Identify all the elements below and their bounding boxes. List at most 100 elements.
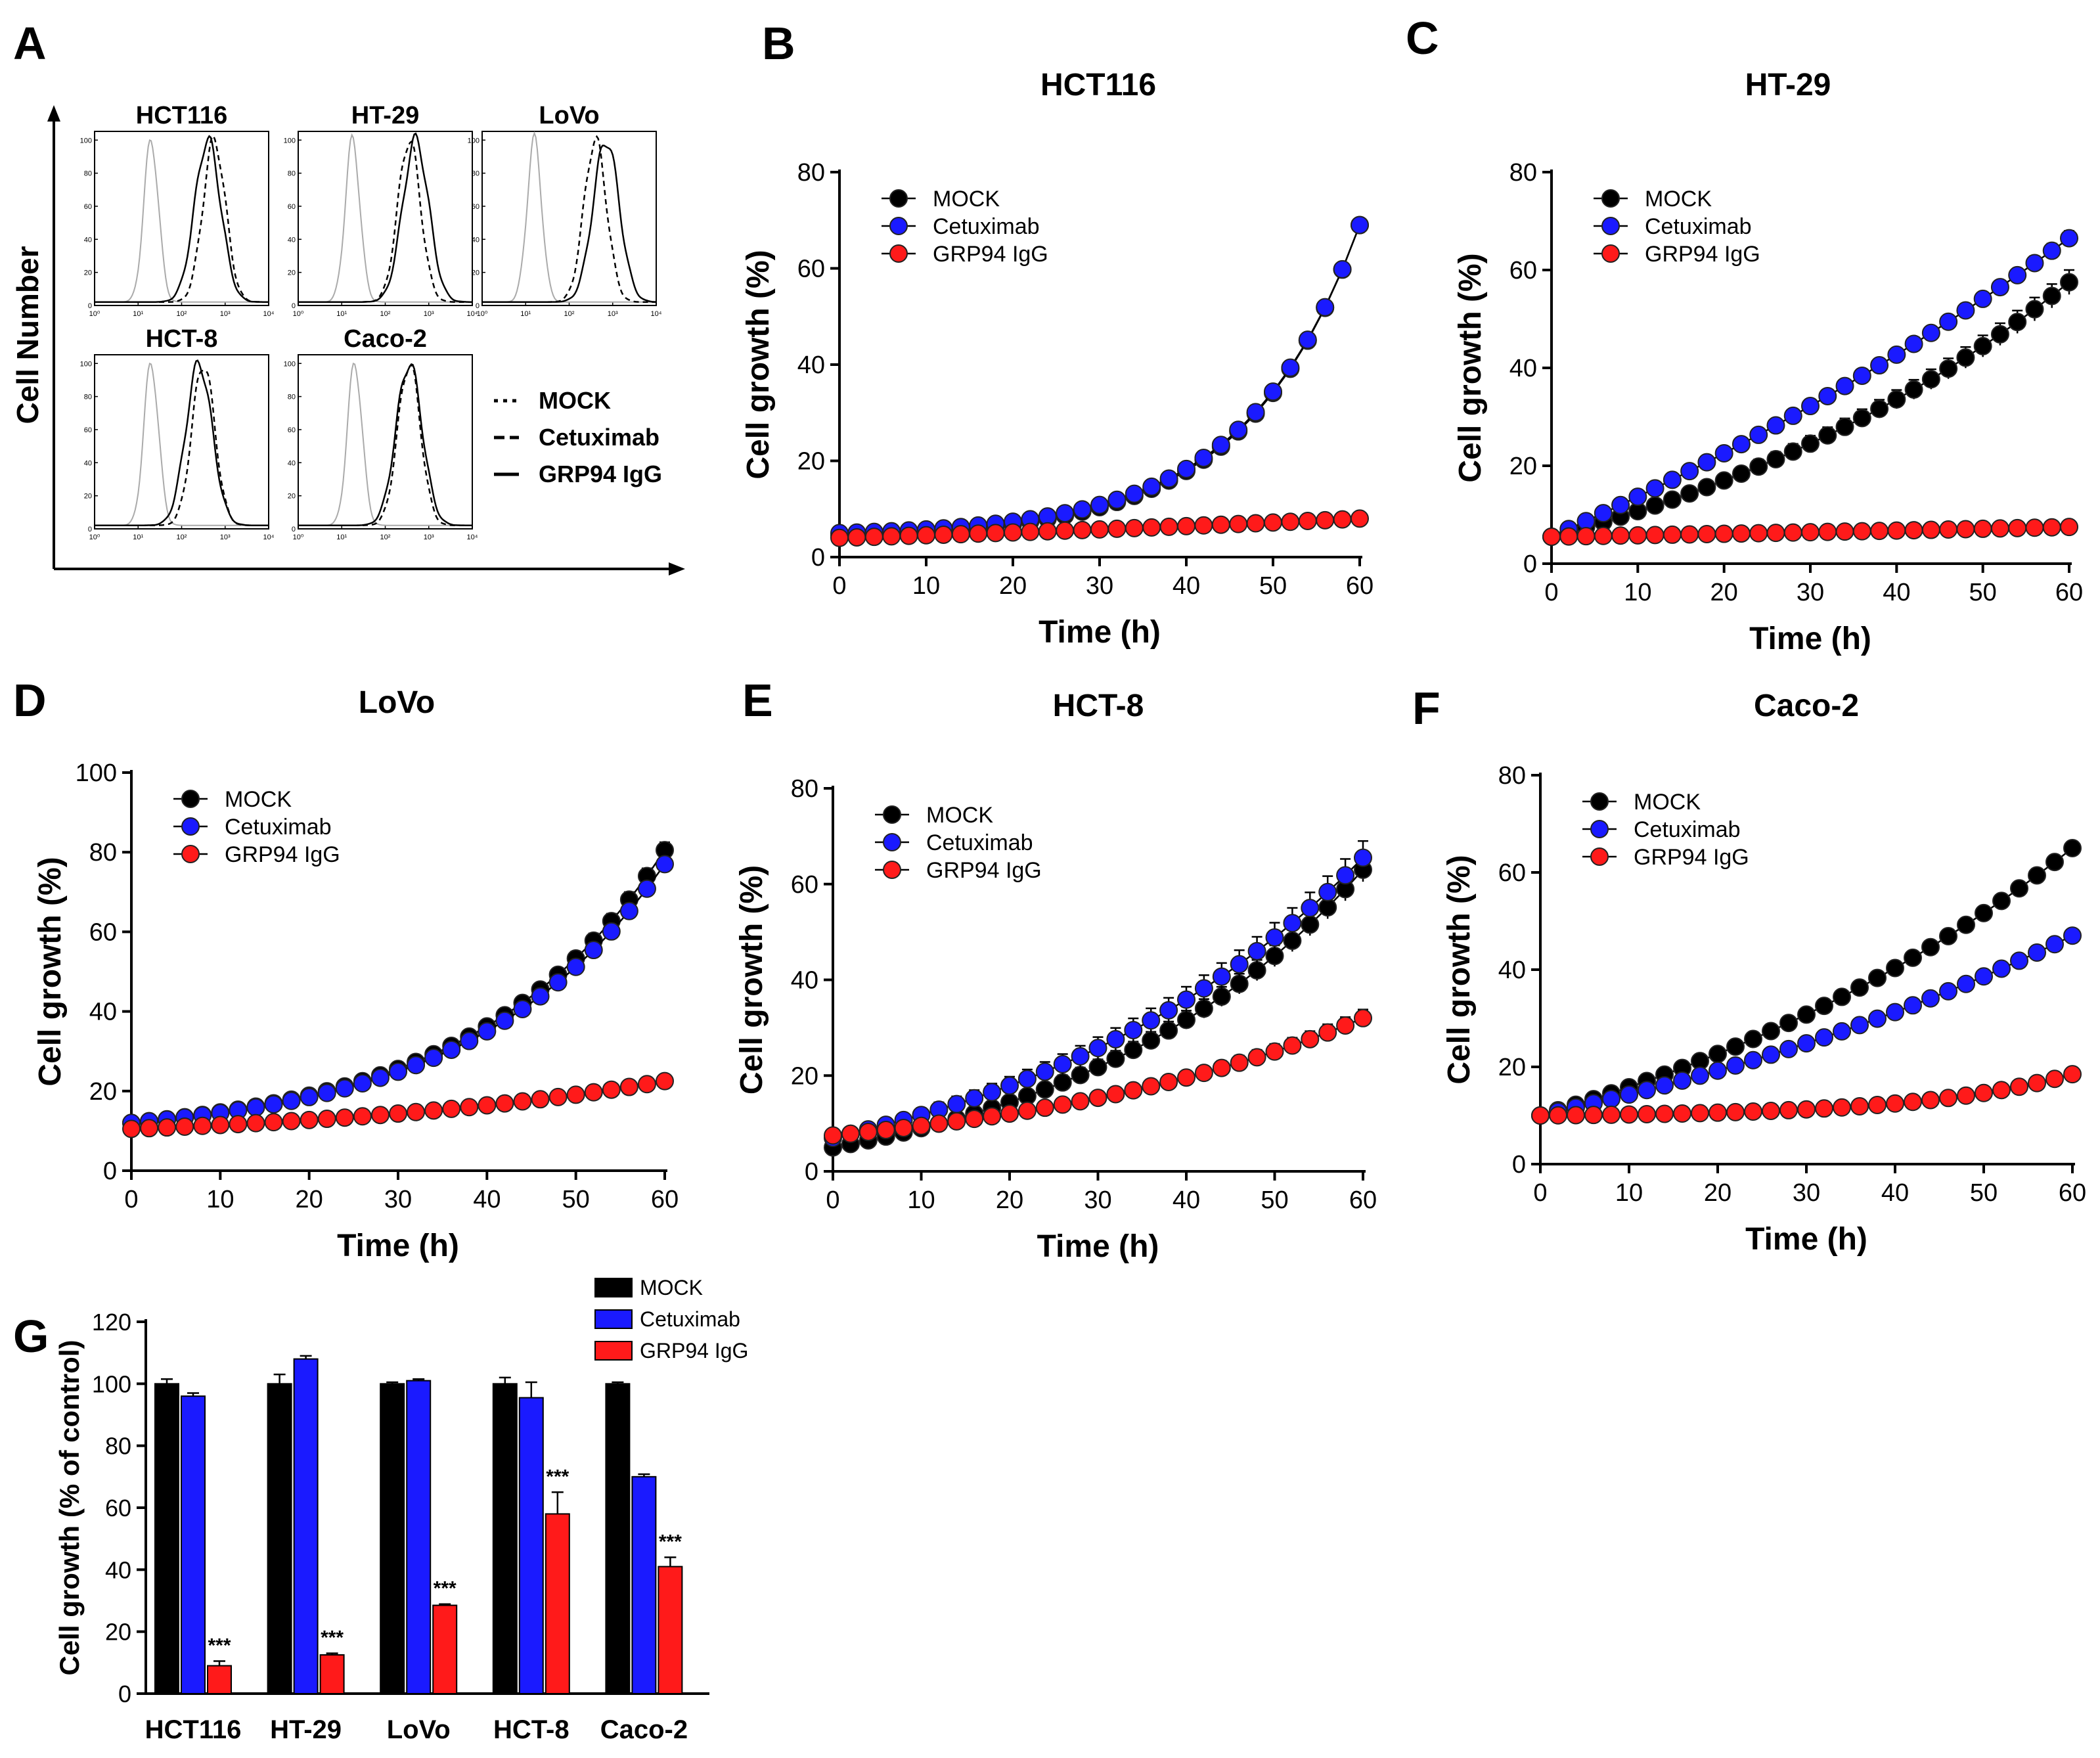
data-point [1088,1089,1107,1108]
panel-label-f: F [1412,683,1441,734]
y-tick-label: 40 [791,967,818,995]
panel-d-line-chart: LoVo 0 20 40 60 80 100 0 10 20 30 40 50 60 Time (h) Cel… [33,685,679,1263]
data-point [1594,526,1613,545]
legend-marker [1590,820,1609,838]
data-point [2063,839,2082,857]
x-tick-label: 0 [1544,579,1558,606]
data-point [1159,517,1178,536]
legend-label: MOCK [640,1276,703,1299]
x-tick-label: 60 [2055,579,2083,606]
data-point [2008,265,2027,284]
data-point [1159,1001,1178,1020]
data-point [1301,899,1320,918]
histogram-title: HCT-8 [146,325,218,353]
data-point [1939,926,1957,945]
data-point [637,879,656,898]
legend-label: Cetuximab [225,815,332,840]
data-point [495,1094,514,1113]
data-point [1584,1106,1603,1125]
panel-c-line-chart: HT-29 0 20 40 60 80 0 10 20 30 40 50 60 Time (h) Cell … [1453,68,2083,656]
bar-grp94-igg [207,1665,232,1695]
histogram-ytick-label: 60 [288,426,296,434]
data-point [965,1089,984,1108]
series-line [1540,847,2073,1117]
data-point [1749,425,1768,444]
data-point [211,1116,230,1135]
data-point [1921,1091,1940,1110]
data-point [1035,1062,1054,1081]
histogram-ytick-label: 60 [84,203,92,211]
data-point [2025,254,2044,273]
data-point [1230,1053,1249,1072]
y-tick-label: 0 [1512,1151,1526,1179]
data-point [1071,1066,1090,1085]
data-point [656,1071,674,1091]
histogram-xtick-label: 10⁰ [89,310,101,318]
legend-label: Cetuximab [926,830,1033,855]
legend-label: GRP94 IgG [225,842,340,867]
significance-marker: *** [321,1627,344,1649]
data-point [531,1090,550,1109]
data-point [1159,1073,1178,1092]
y-tick-label: 20 [797,448,825,476]
data-point [1887,345,1906,364]
y-axis-label: Cell growth (%) [33,857,68,1086]
data-point [1177,1010,1195,1029]
data-point [847,528,866,547]
x-tick-label: 30 [1793,1179,1820,1207]
data-point [584,941,603,960]
data-point [300,1087,319,1106]
x-tick-label: 10 [912,572,940,600]
data-point [122,1119,141,1138]
histogram-ytick-label: 0 [88,526,92,533]
data-point [1531,1106,1550,1125]
data-point [1904,380,1923,399]
data-point [2063,926,2082,945]
data-point [1035,1098,1054,1117]
legend-label: MOCK [1634,790,1701,815]
bar-grp94-igg [658,1566,683,1695]
data-point [1142,1077,1161,1096]
data-point [1088,1039,1107,1058]
histogram-ytick-label: 40 [288,459,296,467]
data-point [1939,359,1958,378]
legend-label: MOCK [539,387,611,414]
histogram-xtick-label: 10¹ [336,310,347,318]
data-point [830,528,849,547]
histogram-ht-29: HT-29 0 20 40 60 80 100 10⁰ 10¹ 10² 10³ 10⁴ [284,102,478,318]
data-point [2060,518,2078,537]
histogram-xtick-label: 10¹ [133,533,143,541]
legend-marker [889,189,908,208]
y-tick-label: 80 [797,159,825,187]
y-tick-label: 40 [1498,957,1526,984]
bar-cetuximab [181,1395,206,1694]
data-point [1194,516,1213,535]
histogram-xtick-label: 10² [380,310,391,318]
data-point [1142,1031,1161,1050]
legend-marker [1601,244,1620,263]
bar-cetuximab [406,1380,432,1695]
data-point [1835,522,1854,541]
bar-mock [605,1383,631,1694]
data-point [1336,1016,1355,1035]
data-point [1762,1045,1780,1064]
data-point [1655,1076,1674,1095]
data-point [1056,521,1075,540]
y-tick-label: 20 [105,1619,131,1646]
data-point [1194,979,1213,998]
chart-title: HT-29 [1745,68,1831,102]
data-point [1159,469,1178,488]
data-point [1973,289,1992,308]
data-point [1038,522,1057,541]
data-point [1004,523,1022,542]
panel-g-bar-chart: 0 20 40 60 80 100 120 Cell growth (% of control… [54,1276,748,1744]
y-axis-label: Cell growth (% of control) [54,1340,85,1676]
series-line [131,863,666,1124]
x-tick-label: 10 [1624,579,1651,606]
data-point [2008,313,2027,332]
data-point [1975,903,1993,922]
data-point [1833,987,1851,1006]
data-point [882,527,901,546]
data-point [1783,442,1802,461]
histogram-xtick-label: 10⁰ [293,533,304,541]
